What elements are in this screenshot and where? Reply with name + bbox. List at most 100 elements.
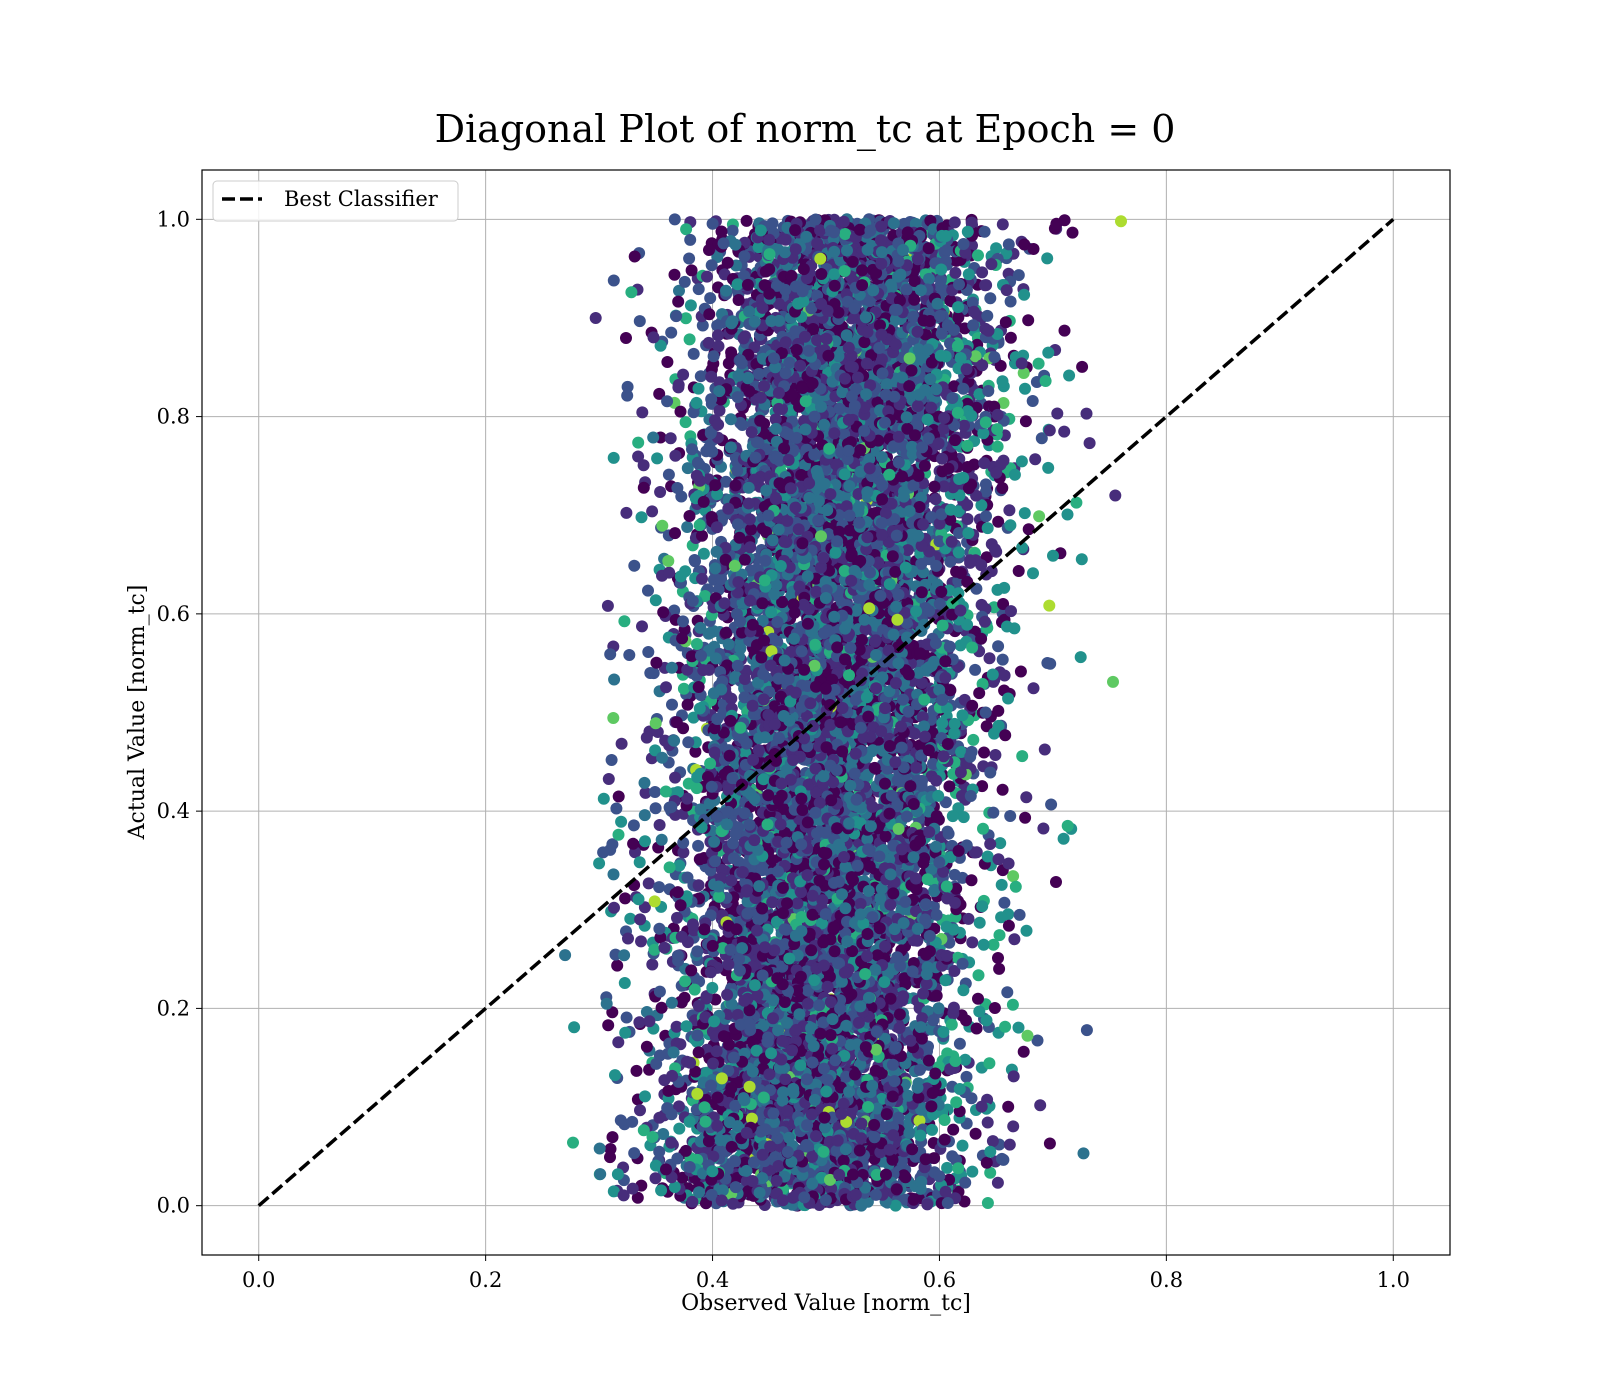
scatter-point	[642, 877, 655, 890]
scatter-point	[967, 733, 980, 746]
scatter-point	[647, 331, 660, 344]
scatter-point	[992, 515, 1005, 528]
scatter-point	[1004, 331, 1017, 344]
scatter-point	[593, 1142, 606, 1155]
scatter-point	[628, 1147, 641, 1160]
scatter-point	[978, 746, 990, 759]
scatter-point	[680, 223, 693, 236]
scatter-point	[996, 375, 1009, 388]
scatter-point	[1003, 1138, 1016, 1151]
scatter-point	[978, 225, 991, 238]
scatter-point	[1045, 798, 1058, 811]
scatter-point	[1002, 1100, 1015, 1113]
scatter-point	[646, 505, 659, 518]
scatter-point	[993, 962, 1006, 975]
scatter-point	[604, 648, 617, 661]
scatter-point	[649, 802, 662, 815]
scatter-point	[945, 1018, 958, 1031]
scatter-point	[637, 459, 650, 472]
scatter-point	[633, 315, 646, 328]
scatter-point	[1044, 657, 1057, 670]
scatter-point	[969, 1127, 982, 1140]
scatter-point	[615, 737, 628, 750]
scatter-point	[1015, 455, 1028, 468]
scatter-point	[947, 1001, 960, 1014]
scatter-point	[662, 1084, 675, 1097]
scatter-point	[992, 952, 1004, 964]
scatter-point	[677, 846, 690, 859]
scatter-point	[1027, 682, 1040, 695]
scatter-point	[646, 958, 659, 971]
scatter-point	[704, 292, 717, 305]
scatter-point	[1013, 908, 1026, 921]
scatter-point	[997, 397, 1010, 409]
scatter-point	[689, 745, 702, 758]
scatter-point	[1008, 933, 1021, 946]
scatter-point	[1057, 832, 1070, 845]
scatter-point	[711, 319, 724, 332]
scatter-points	[559, 213, 1127, 1212]
scatter-point	[1007, 1120, 1020, 1133]
scatter-point	[654, 339, 667, 352]
scatter-point	[657, 1128, 670, 1140]
scatter-point	[1035, 432, 1048, 445]
scatter-point	[1019, 382, 1031, 395]
scatter-point	[636, 620, 648, 633]
scatter-point	[668, 268, 681, 281]
scatter-point	[621, 380, 634, 393]
scatter-point	[660, 681, 672, 694]
scatter-point	[610, 802, 623, 815]
scatter-point	[601, 599, 614, 612]
scatter-point	[976, 780, 989, 793]
scatter-point	[621, 389, 634, 402]
scatter-point	[706, 981, 719, 994]
scatter-point	[620, 1011, 633, 1024]
scatter-point	[639, 835, 651, 848]
scatter-point	[673, 859, 686, 872]
scatter-point	[713, 404, 726, 417]
scatter-point	[953, 1037, 966, 1050]
scatter-point	[1063, 369, 1076, 382]
scatter-point	[651, 452, 664, 465]
scatter-point	[1019, 415, 1032, 428]
chart-title: Diagonal Plot of norm_tc at Epoch = 0	[435, 107, 1176, 152]
scatter-point	[677, 682, 690, 695]
scatter-point	[619, 892, 632, 905]
scatter-point	[998, 896, 1011, 909]
scatter-point	[632, 436, 645, 449]
scatter-point	[1076, 360, 1089, 373]
scatter-point	[653, 387, 666, 400]
scatter-point	[681, 521, 694, 533]
scatter-point	[1043, 599, 1056, 612]
scatter-point	[965, 874, 978, 887]
scatter-point	[1029, 453, 1042, 466]
scatter-point	[965, 1092, 978, 1105]
scatter-point	[669, 449, 682, 462]
scatter-point	[1039, 375, 1052, 387]
scatter-point	[973, 916, 986, 929]
scatter-point	[676, 1171, 689, 1184]
scatter-point	[639, 786, 652, 799]
scatter-point	[966, 936, 979, 949]
scatter-point	[1020, 924, 1033, 937]
scatter-point	[631, 1191, 644, 1204]
scatter-point	[1007, 870, 1020, 883]
scatter-point	[642, 584, 654, 597]
scatter-point	[626, 1115, 639, 1128]
scatter-point	[993, 929, 1006, 942]
scatter-point	[685, 264, 698, 277]
scatter-point	[612, 1036, 625, 1049]
scatter-point	[620, 332, 632, 344]
scatter-point	[962, 912, 975, 925]
scatter-point	[694, 370, 707, 383]
scatter-point	[966, 1165, 979, 1178]
scatter-point	[1038, 743, 1051, 756]
scatter-point	[611, 959, 624, 972]
scatter-point	[960, 1070, 973, 1083]
scatter-point	[943, 780, 956, 793]
scatter-point	[638, 809, 651, 822]
scatter-point	[640, 731, 653, 744]
scatter-point	[632, 450, 645, 463]
scatter-point	[1006, 998, 1019, 1011]
